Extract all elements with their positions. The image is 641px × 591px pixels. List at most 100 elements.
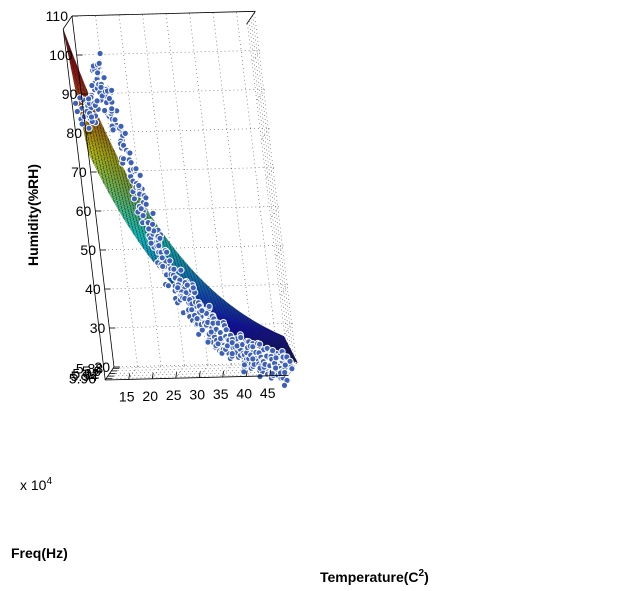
grid-line-z — [95, 206, 279, 212]
scatter-point — [272, 364, 280, 372]
scatter-point — [198, 307, 206, 315]
y-tick-label: 5.96 — [69, 371, 96, 387]
box-edge — [246, 11, 256, 25]
scatter-point — [286, 357, 294, 365]
scatter-point — [228, 350, 236, 358]
x-tick-label: 15 — [119, 388, 135, 404]
scatter-point — [188, 306, 196, 314]
grid-line-z — [85, 128, 270, 134]
box-edge — [71, 15, 115, 368]
scatter-point — [177, 266, 185, 274]
scatter-point — [127, 159, 135, 167]
y-axis-label: Freq(Hz) — [11, 545, 68, 561]
grid-line-y — [254, 12, 297, 364]
z-tick-label: 90 — [62, 86, 78, 102]
grid-line-x — [165, 13, 209, 365]
scatter-point — [149, 209, 157, 217]
scatter-point — [93, 97, 101, 105]
z-tick-label: 50 — [80, 242, 96, 258]
scatter-point — [155, 242, 163, 250]
axis-box — [62, 10, 289, 381]
scatter-point — [109, 126, 117, 134]
scatter-point — [101, 106, 109, 115]
scatter-point — [97, 83, 105, 91]
grid-line-z-side — [255, 89, 265, 103]
y-tick-label: 5.94 — [71, 368, 98, 384]
scatter-point — [119, 155, 128, 163]
grid-line-y-floor — [106, 373, 290, 379]
x-tick-label: 25 — [166, 387, 182, 403]
scatter-point — [280, 381, 289, 389]
grid-line-z — [99, 245, 284, 251]
scatter-point — [108, 86, 116, 95]
z-tick-label: 110 — [46, 8, 69, 24]
scatter-point — [170, 265, 178, 273]
scatter-point — [105, 94, 114, 103]
grid-line-y — [252, 15, 295, 367]
scatter-point — [156, 234, 164, 242]
box-edge — [62, 28, 106, 381]
scatter-point — [183, 281, 191, 289]
scatter-point — [158, 254, 166, 262]
x-tick-mark — [245, 370, 248, 377]
y-tick-label: 5.92 — [72, 366, 99, 382]
box-edge — [105, 374, 289, 381]
scatter-point — [163, 248, 171, 256]
scatter-point — [117, 122, 125, 130]
grid-line-z — [90, 167, 274, 173]
scatter-point — [269, 347, 277, 355]
scatter-point — [139, 212, 147, 220]
scatter-point — [249, 343, 257, 351]
x-tick-label: 35 — [213, 386, 229, 402]
x-axis-label: Temperature(C2) — [320, 568, 429, 585]
grid-line-z-side — [250, 50, 261, 64]
grid-line-z — [109, 323, 293, 329]
x-tick-mark — [151, 372, 154, 379]
scatter-point — [281, 368, 289, 377]
x-tick-mark — [269, 369, 272, 376]
z-tick-label: 70 — [71, 164, 87, 180]
grid-line-z — [81, 89, 265, 95]
box-edge — [71, 10, 256, 17]
grid-line-y-floor — [107, 371, 292, 377]
y-tick-label: 5.9 — [82, 363, 102, 379]
y-axis-multiplier: x 104 — [20, 476, 52, 493]
grid-line-x — [142, 14, 185, 366]
scatter-point — [272, 354, 280, 362]
scatter-point — [207, 328, 215, 336]
scatter-point — [249, 355, 257, 363]
grid-line-x — [212, 12, 256, 364]
scatter-point — [108, 105, 116, 113]
scatter-point — [164, 282, 172, 290]
grid-line-z — [76, 50, 260, 56]
grid-layer — [71, 11, 298, 380]
scatter-point — [72, 99, 80, 107]
scatter-point — [96, 49, 104, 58]
x-tick-label: 40 — [236, 385, 252, 401]
scatter-series — [72, 49, 296, 389]
x-tick-mark — [175, 372, 178, 379]
x-tick-label: 30 — [189, 387, 205, 403]
x-tick-label: 45 — [260, 385, 276, 401]
grid-line-y — [248, 20, 292, 372]
scatter-point — [142, 200, 150, 208]
scatter-point — [204, 338, 212, 346]
scatter-point — [240, 361, 248, 369]
grid-line-y-floor — [109, 368, 293, 374]
scatter-point — [135, 181, 143, 190]
scatter-point — [94, 69, 102, 77]
z-tick-label: 20 — [94, 359, 110, 375]
scatter-point — [136, 171, 144, 179]
grid-line-z-side — [283, 323, 293, 337]
scatter-point — [73, 107, 81, 116]
grid-line-z-side — [269, 206, 279, 220]
grid-line-x — [236, 11, 279, 363]
scatter-point — [85, 124, 93, 132]
scatter-point — [145, 225, 153, 233]
scatter-point — [205, 302, 213, 310]
scatter-point — [147, 239, 155, 247]
scatter-point — [222, 326, 230, 334]
grid-line-y — [250, 17, 294, 369]
grid-line-y-floor — [113, 363, 297, 369]
